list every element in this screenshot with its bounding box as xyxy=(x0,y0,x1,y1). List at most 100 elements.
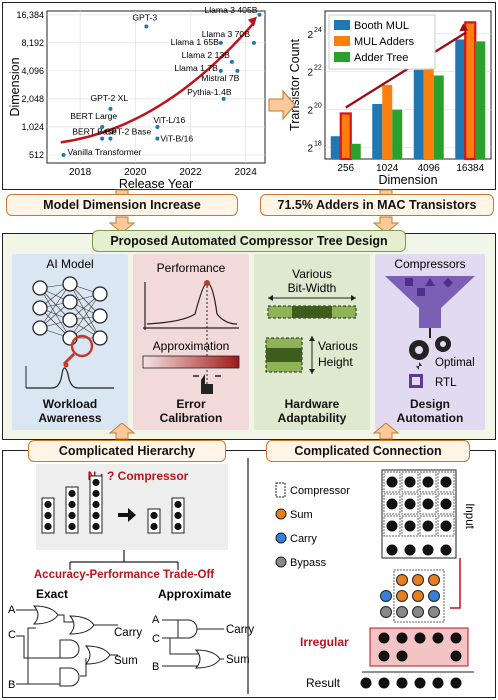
stage-bit xyxy=(396,574,408,586)
exact-label: Exact xyxy=(36,587,68,601)
compress-arrow xyxy=(118,508,136,522)
bit-dot xyxy=(68,511,76,520)
top-charts-frame: 512 1,024 2,048 4,096 8,192 16,384 2018 2020 202… xyxy=(2,2,496,190)
trend-arrowhead xyxy=(247,16,257,27)
compressors-title: Compressors xyxy=(394,257,465,271)
legend-item: Bypass xyxy=(290,557,327,569)
scatter-point xyxy=(221,96,226,101)
right-y-axis-label: Transistor Count xyxy=(288,39,302,131)
legend-label: MUL Adders xyxy=(354,36,415,48)
growth-arrowhead xyxy=(459,23,469,32)
chart-connector-arrow xyxy=(268,89,296,121)
scatter-point xyxy=(155,124,160,129)
tradeoff-label: Accuracy-Performance Trade-Off xyxy=(34,569,214,581)
input-b-exact: B xyxy=(8,679,15,691)
bar-y-tick-exp: 20 xyxy=(314,103,322,110)
approximate-label: Approximate xyxy=(158,587,232,601)
bar xyxy=(433,75,444,159)
point-label: BERT Base xyxy=(72,127,117,137)
input-bit xyxy=(422,476,434,488)
input-a-exact: A xyxy=(8,604,16,616)
input-bit xyxy=(422,544,434,556)
input-b-approx: B xyxy=(152,661,159,673)
right-x-axis-label: Dimension xyxy=(378,173,437,187)
bypass-arrow xyxy=(450,558,461,609)
bottom-canvas: N : ? Compressor Accuracy-Performance Tra… xyxy=(8,458,475,694)
approx-wires xyxy=(162,619,224,667)
stage-bit xyxy=(412,606,424,618)
y-tick-label: 16,384 xyxy=(16,10,44,20)
bit-dot xyxy=(92,478,100,487)
point-label: Pythia-1.4B xyxy=(187,87,232,97)
bar xyxy=(464,21,477,161)
height-label-2: Height xyxy=(318,355,353,369)
bit-dot xyxy=(68,489,76,498)
error-calibration-icon: Performance Approximation xyxy=(142,261,240,394)
input-bit xyxy=(386,544,398,556)
input-bit xyxy=(404,520,416,532)
legend-item: Carry xyxy=(290,533,317,545)
input-bit xyxy=(422,498,434,510)
input-a-approx: A xyxy=(152,614,160,626)
stage-bit xyxy=(380,590,392,602)
result-bit xyxy=(360,677,372,689)
result-bit xyxy=(396,677,408,689)
point-label: Llama 3 70B xyxy=(202,29,251,39)
scatter-point xyxy=(218,68,223,73)
bar-x-tick: 4096 xyxy=(418,163,441,174)
compressor-column xyxy=(65,486,79,534)
hardware-label-2: Adaptability xyxy=(277,411,347,425)
bar xyxy=(455,39,466,159)
and-gate-2 xyxy=(59,667,80,687)
exact-wires xyxy=(16,609,118,685)
scatter-point xyxy=(108,136,113,141)
trend-arrow xyxy=(60,21,255,144)
legend-compressor-icon xyxy=(275,482,286,498)
scatter-point xyxy=(235,68,240,73)
bar-y-tick: 2 xyxy=(307,30,313,41)
left-plot-area xyxy=(46,10,266,164)
split-lines xyxy=(69,550,179,570)
stage-bit xyxy=(396,606,408,618)
y-tick-label: 4,096 xyxy=(21,66,44,76)
y-tick-label: 512 xyxy=(29,150,44,160)
bottom-arrows xyxy=(108,423,400,440)
bar xyxy=(382,85,393,159)
legend-label: Booth MUL xyxy=(354,20,409,32)
gear-icon xyxy=(409,336,451,360)
input-c-exact: C xyxy=(8,629,16,641)
bit-dot xyxy=(92,489,100,498)
input-bit xyxy=(404,498,416,510)
input-bit xyxy=(404,476,416,488)
point-label: ViT-B/16 xyxy=(160,134,193,144)
irregular-bit xyxy=(378,650,390,662)
irregular-bit xyxy=(450,650,462,662)
scatter-point xyxy=(100,124,105,129)
approx-carry: Carry xyxy=(226,624,254,636)
scatter-point xyxy=(100,136,105,141)
point-label: GPT-2 XL xyxy=(90,93,128,103)
bit-dot xyxy=(174,522,182,531)
xor-gate-1 xyxy=(32,605,59,625)
point-label: Llama 3 405B xyxy=(204,5,257,15)
legend-sum-icon xyxy=(275,508,287,520)
bar xyxy=(423,52,434,159)
legend-item: Sum xyxy=(290,509,313,521)
input-bit xyxy=(440,520,452,532)
growth-arrow xyxy=(345,31,467,109)
design-label-1: Design xyxy=(409,397,450,411)
bit-dot xyxy=(68,522,76,531)
scatter-point xyxy=(229,59,234,64)
performance-title: Performance xyxy=(157,261,226,275)
bar-y-tick-exp: 18 xyxy=(314,141,322,148)
bit-dot xyxy=(68,500,76,509)
bitwidth-label-2: Bit-Width xyxy=(288,281,337,295)
input-bit xyxy=(440,498,452,510)
stage-bit xyxy=(428,590,440,602)
result-bit xyxy=(378,677,390,689)
rtl-label: RTL xyxy=(435,377,457,389)
bar-x-tick: 1024 xyxy=(376,163,399,174)
stage-box xyxy=(393,569,445,623)
approx-sum: Sum xyxy=(226,654,250,666)
bit-dot xyxy=(92,522,100,531)
